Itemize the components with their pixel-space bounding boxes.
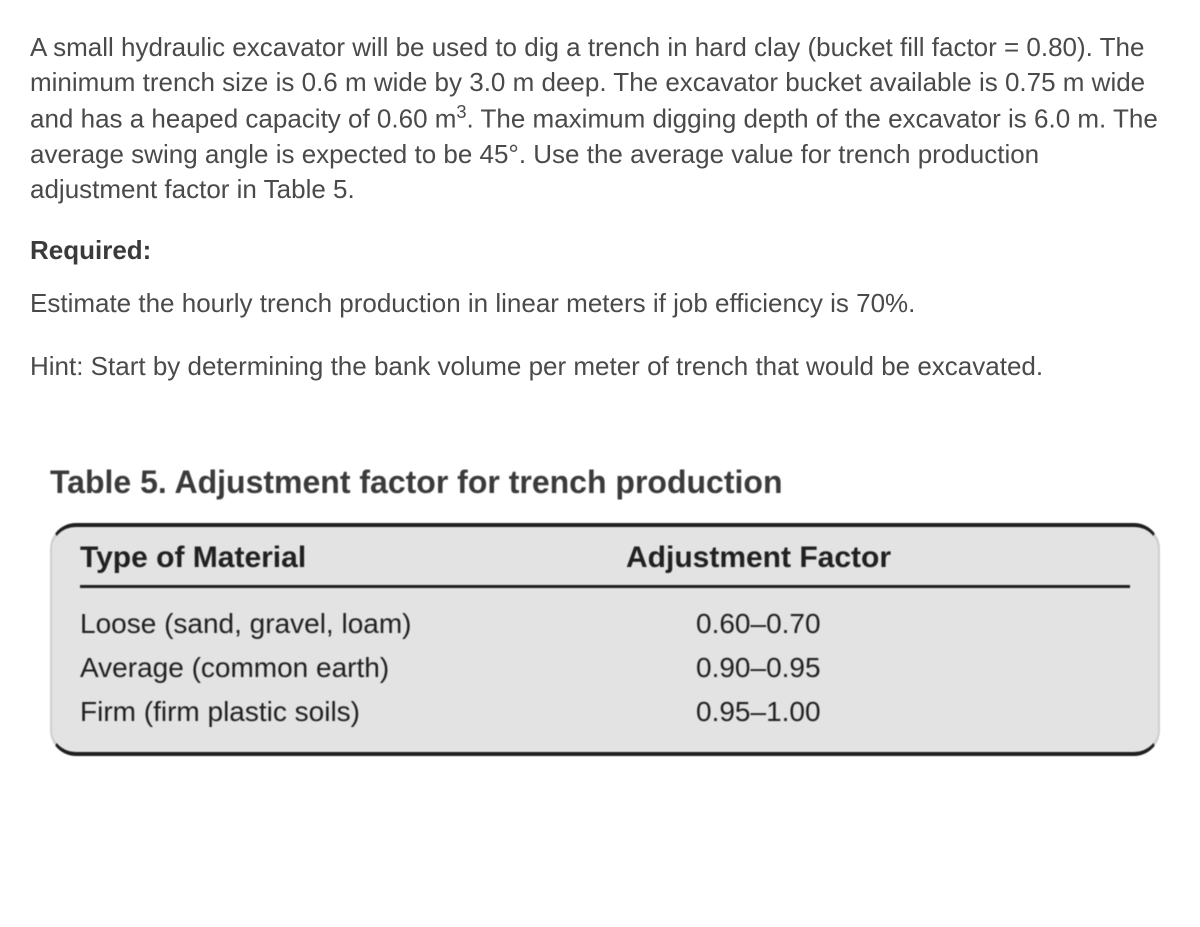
cell-material: Loose (sand, gravel, loam) [80,608,626,640]
table-inner: Type of Material Adjustment Factor Loose… [80,541,1130,734]
cell-material: Average (common earth) [80,652,626,684]
col-header-factor: Adjustment Factor [626,541,1130,575]
table-box: Type of Material Adjustment Factor Loose… [50,523,1160,756]
table-section: Table 5. Adjustment factor for trench pr… [30,464,1170,756]
table-row: Loose (sand, gravel, loam) 0.60–0.70 [80,602,1130,646]
cell-factor: 0.60–0.70 [626,608,1130,640]
cell-factor: 0.95–1.00 [626,696,1130,728]
cell-factor: 0.90–0.95 [626,652,1130,684]
col-header-material: Type of Material [80,541,626,575]
table-title: Table 5. Adjustment factor for trench pr… [50,464,1160,501]
table-row: Firm (firm plastic soils) 0.95–1.00 [80,690,1130,734]
required-label: Required: [30,235,1170,266]
problem-statement: A small hydraulic excavator will be used… [30,30,1170,207]
table-row: Average (common earth) 0.90–0.95 [80,646,1130,690]
hint-text: Hint: Start by determining the bank volu… [30,349,1170,384]
required-text: Estimate the hourly trench production in… [30,286,1170,321]
table-header-row: Type of Material Adjustment Factor [80,541,1130,588]
cubic-exponent: 3 [456,102,466,122]
cell-material: Firm (firm plastic soils) [80,696,626,728]
